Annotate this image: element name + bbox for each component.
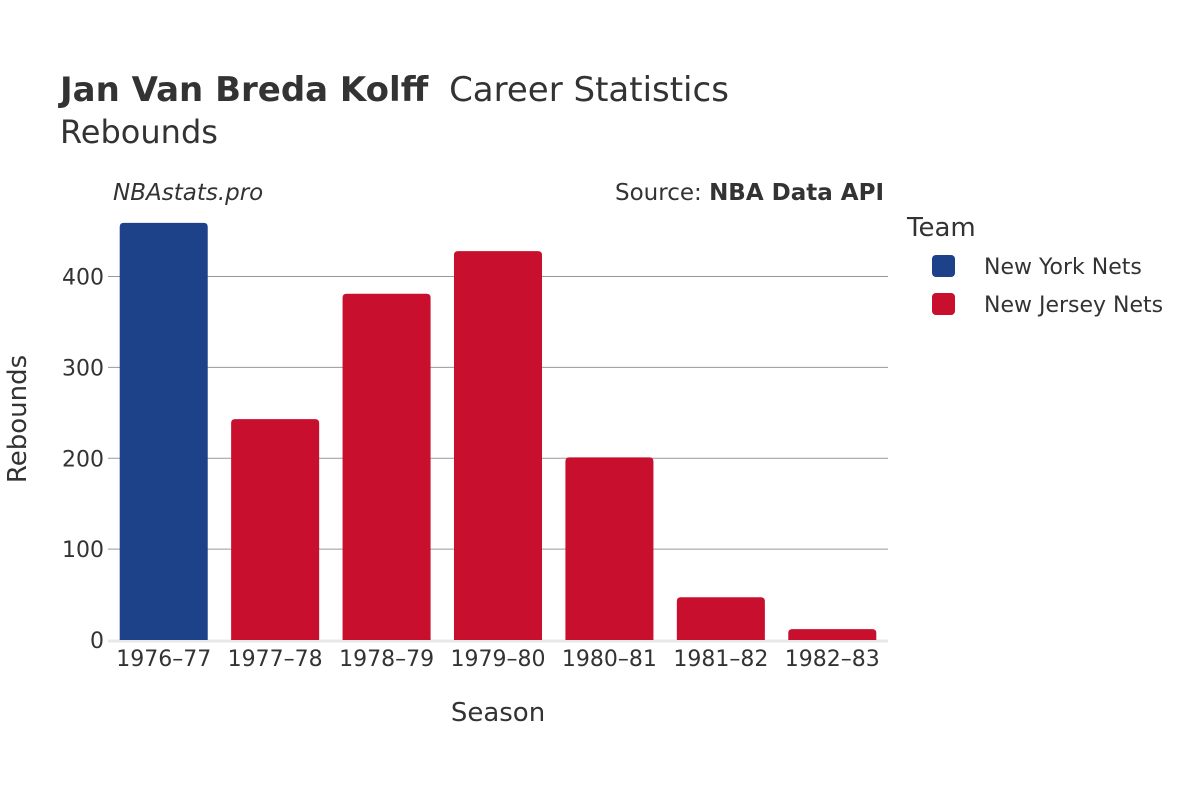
legend: New York Nets New Jersey Nets (932, 255, 1163, 318)
bar-1978–79[interactable] (342, 293, 431, 640)
x-tick-label: 1977–78 (228, 647, 323, 672)
legend-swatch (932, 293, 955, 315)
x-axis-ticks: 1976–77 1977–78 1978–79 1979–80 1980–81 1981–… (116, 647, 880, 672)
bar-1981–82[interactable] (676, 597, 765, 640)
y-tick-label: 100 (62, 538, 104, 563)
y-tick-label: 400 (62, 266, 104, 291)
x-tick-label: 1978–79 (339, 647, 434, 672)
legend-swatch (932, 255, 955, 277)
y-tick-label: 300 (62, 356, 104, 381)
chart-title: Jan Van Breda Kolff Career Statistics (58, 70, 729, 110)
x-tick-label: 1982–83 (785, 647, 880, 672)
x-tick-label: 1976–77 (116, 647, 211, 672)
bar-1979–80[interactable] (453, 251, 543, 641)
source-name: NBA Data API (709, 180, 884, 206)
y-tick-label: 0 (90, 629, 104, 654)
x-tick-label: 1981–82 (673, 647, 768, 672)
legend-title: Team (906, 213, 976, 243)
chart-subtitle: Rebounds (60, 113, 218, 151)
bar-1982–83[interactable] (788, 629, 877, 640)
legend-item[interactable]: New York Nets (932, 255, 1142, 280)
x-axis-title: Season (451, 698, 545, 728)
chart-title-suffix: Career Statistics (449, 70, 729, 110)
watermark: NBAstats.pro (113, 180, 263, 206)
chart-title-player: Jan Van Breda Kolff (58, 70, 429, 110)
source-credit: Source: NBA Data API (615, 180, 884, 206)
x-tick-label: 1980–81 (562, 647, 657, 672)
x-tick-label: 1979–80 (451, 647, 546, 672)
legend-label: New Jersey Nets (984, 293, 1163, 318)
legend-item[interactable]: New Jersey Nets (932, 293, 1163, 318)
bar-1977–78[interactable] (231, 419, 320, 640)
legend-label: New York Nets (984, 255, 1142, 280)
y-tick-label: 200 (62, 447, 104, 472)
bar-1976–77[interactable] (119, 222, 208, 640)
y-axis-title: Rebounds (3, 355, 33, 483)
y-axis-ticks: 0 100 200 300 400 (62, 266, 104, 654)
bars (119, 222, 877, 641)
bar-1980–81[interactable] (565, 457, 654, 640)
source-prefix: Source: (615, 180, 709, 206)
